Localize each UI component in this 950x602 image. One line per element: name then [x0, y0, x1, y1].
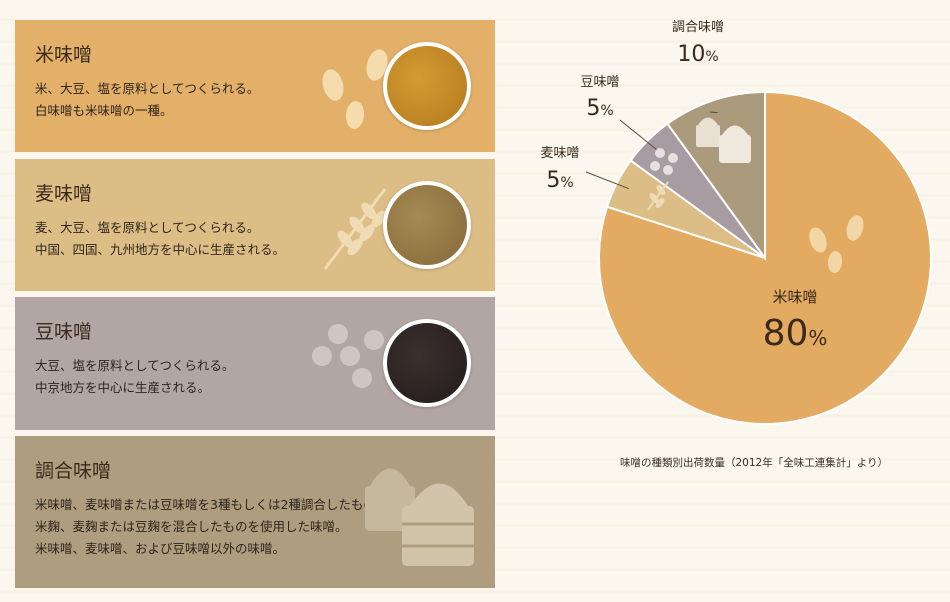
- card-line: 中京地方を中心に生産される。: [35, 380, 211, 395]
- card-kome-miso: 米味噌 米、大豆、塩を原料としてつくられる。 白味噌も米味噌の一種。: [15, 20, 495, 152]
- slice-value-mugi: 5%: [546, 168, 573, 193]
- miso-barrel-icon: [696, 117, 751, 163]
- card-line: 米、大豆、塩を原料としてつくられる。: [35, 81, 260, 96]
- card-description: 米、大豆、塩を原料としてつくられる。 白味噌も米味噌の一種。: [35, 78, 259, 122]
- wheat-icon: [323, 188, 387, 270]
- card-line: 米味噌、麦味噌または豆味噌を3種もしくは2種調合したもの。: [35, 497, 389, 512]
- slice-value-mame: 5%: [586, 96, 613, 121]
- card-description: 麦、大豆、塩を原料としてつくられる。 中国、四国、九州地方を中心に生産される。: [35, 217, 285, 261]
- rice-grain-icon: [322, 49, 388, 129]
- card-line: 米味噌、麦味噌、および豆味噌以外の味噌。: [35, 541, 286, 556]
- leader-line-mame: [619, 119, 658, 151]
- card-line: 白味噌も米味噌の一種。: [35, 103, 173, 118]
- slice-label-kome: 米味噌 80%: [763, 288, 828, 354]
- slice-value-number-chougou: 10: [677, 42, 705, 67]
- slice-name-kome: 米味噌: [772, 288, 817, 306]
- card-line: 米麹、麦麹または豆麹を混合したものを使用した味噌。: [35, 519, 348, 534]
- chart-source-note: 味噌の種類別出荷数量（2012年「全味工連集計」より）: [620, 457, 889, 469]
- leader-line-chougou: [709, 111, 718, 114]
- slice-value-unit-chougou: %: [705, 49, 718, 65]
- card-description: 米味噌、麦味噌または豆味噌を3種もしくは2種調合したもの。 米麹、麦麹または豆麹…: [35, 494, 388, 560]
- slice-value-unit-mame: %: [600, 103, 613, 119]
- card-mugi-miso: 麦味噌 麦、大豆、塩を原料としてつくられる。 中国、四国、九州地方を中心に生産さ…: [15, 159, 495, 291]
- slice-name-mugi: 麦味噌: [540, 146, 579, 161]
- card-mame-miso: 豆味噌 大豆、塩を原料としてつくられる。 中京地方を中心に生産される。: [15, 297, 495, 430]
- card-line: 中国、四国、九州地方を中心に生産される。: [35, 242, 286, 257]
- soybean-icon: [312, 324, 384, 388]
- card-title: 豆味噌: [35, 321, 93, 343]
- mugi-miso-swatch: [383, 181, 471, 269]
- pie-leader-lines: [585, 111, 718, 190]
- slice-label-mugi: 麦味噌 5%: [540, 146, 579, 193]
- slice-name-mame: 豆味噌: [580, 75, 619, 90]
- pie-chart: 米味噌 80% 調合味噌 10% 豆味噌 5% 麦味噌 5%: [540, 20, 932, 425]
- soybean-icon: [650, 148, 678, 175]
- slice-label-chougou: 調合味噌 10%: [672, 20, 724, 67]
- slice-value-unit-mugi: %: [560, 175, 573, 191]
- kome-miso-swatch: [383, 42, 471, 130]
- slice-value-number-mugi: 5: [546, 168, 560, 193]
- card-title: 米味噌: [35, 44, 93, 66]
- slice-value-chougou: 10%: [677, 42, 718, 67]
- slice-value-kome: 80%: [763, 313, 828, 354]
- slice-label-mame: 豆味噌 5%: [580, 75, 619, 121]
- rice-grain-icon: [809, 215, 864, 273]
- card-line: 麦、大豆、塩を原料としてつくられる。: [35, 220, 260, 235]
- card-title: 調合味噌: [35, 460, 112, 482]
- leader-line-mugi: [585, 171, 630, 190]
- miso-barrel-icon: [365, 468, 474, 566]
- slice-value-number-mame: 5: [586, 96, 600, 121]
- card-description: 大豆、塩を原料としてつくられる。 中京地方を中心に生産される。: [35, 355, 234, 399]
- pie-slice-kome: [598, 90, 932, 425]
- wheat-icon: [647, 181, 669, 211]
- slice-value-unit-kome: %: [808, 326, 827, 350]
- card-title: 麦味噌: [35, 183, 93, 205]
- pie-slices: [598, 90, 932, 425]
- slice-name-chougou: 調合味噌: [672, 20, 724, 35]
- mame-miso-swatch: [383, 319, 471, 407]
- slice-value-number-kome: 80: [763, 313, 809, 354]
- card-line: 大豆、塩を原料としてつくられる。: [35, 358, 235, 373]
- card-chougou-miso: 調合味噌 米味噌、麦味噌または豆味噌を3種もしくは2種調合したもの。 米麹、麦麹…: [15, 436, 495, 588]
